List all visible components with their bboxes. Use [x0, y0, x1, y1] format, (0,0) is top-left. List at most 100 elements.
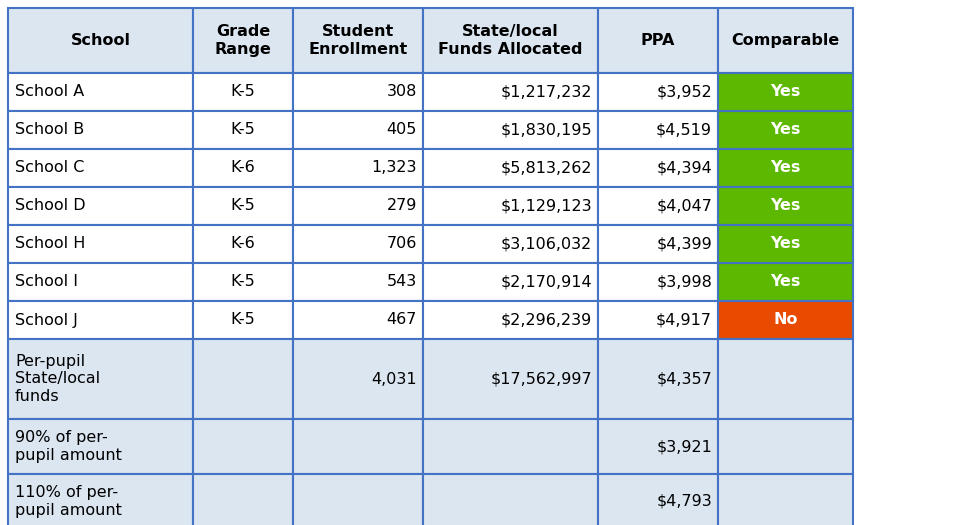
- Text: $1,129,123: $1,129,123: [501, 198, 592, 214]
- Bar: [423, 474, 598, 525]
- Text: Yes: Yes: [770, 122, 800, 138]
- Text: K-5: K-5: [230, 312, 256, 328]
- Bar: [8, 339, 193, 419]
- Text: No: No: [773, 312, 797, 328]
- Bar: [598, 339, 718, 419]
- Text: PPA: PPA: [641, 33, 675, 48]
- Text: K-5: K-5: [230, 198, 256, 214]
- Bar: [193, 263, 293, 301]
- Bar: [8, 149, 193, 187]
- Bar: [293, 73, 423, 111]
- Bar: [193, 474, 293, 525]
- Text: $2,170,914: $2,170,914: [501, 275, 592, 289]
- Bar: [423, 8, 598, 73]
- Bar: [8, 263, 193, 301]
- Bar: [193, 419, 293, 474]
- Text: Per-pupil
State/local
funds: Per-pupil State/local funds: [15, 354, 101, 404]
- Text: School B: School B: [15, 122, 84, 138]
- Bar: [293, 419, 423, 474]
- Bar: [193, 8, 293, 73]
- Bar: [193, 73, 293, 111]
- Bar: [423, 73, 598, 111]
- Text: State/local
Funds Allocated: State/local Funds Allocated: [438, 24, 583, 57]
- Text: $5,813,262: $5,813,262: [501, 161, 592, 175]
- Bar: [293, 187, 423, 225]
- Bar: [718, 339, 853, 419]
- Text: $4,047: $4,047: [656, 198, 712, 214]
- Text: Yes: Yes: [770, 198, 800, 214]
- Bar: [193, 301, 293, 339]
- Bar: [598, 187, 718, 225]
- Bar: [8, 8, 193, 73]
- Text: $3,921: $3,921: [656, 439, 712, 454]
- Bar: [598, 149, 718, 187]
- Text: $4,399: $4,399: [656, 236, 712, 251]
- Text: 543: 543: [386, 275, 417, 289]
- Bar: [8, 419, 193, 474]
- Text: School H: School H: [15, 236, 85, 251]
- Text: $2,296,239: $2,296,239: [501, 312, 592, 328]
- Text: K-5: K-5: [230, 122, 256, 138]
- Bar: [598, 474, 718, 525]
- Text: $4,917: $4,917: [656, 312, 712, 328]
- Bar: [293, 263, 423, 301]
- Bar: [193, 339, 293, 419]
- Bar: [8, 474, 193, 525]
- Text: K-6: K-6: [230, 236, 256, 251]
- Text: $3,952: $3,952: [656, 85, 712, 100]
- Bar: [8, 111, 193, 149]
- Text: 4,031: 4,031: [372, 372, 417, 386]
- Bar: [598, 419, 718, 474]
- Bar: [293, 8, 423, 73]
- Bar: [718, 111, 853, 149]
- Bar: [193, 225, 293, 263]
- Bar: [8, 301, 193, 339]
- Text: 308: 308: [386, 85, 417, 100]
- Bar: [423, 339, 598, 419]
- Text: K-5: K-5: [230, 85, 256, 100]
- Text: Yes: Yes: [770, 275, 800, 289]
- Bar: [293, 339, 423, 419]
- Bar: [423, 111, 598, 149]
- Bar: [193, 111, 293, 149]
- Bar: [718, 474, 853, 525]
- Bar: [423, 263, 598, 301]
- Bar: [598, 111, 718, 149]
- Bar: [598, 263, 718, 301]
- Bar: [293, 149, 423, 187]
- Bar: [718, 187, 853, 225]
- Text: School D: School D: [15, 198, 86, 214]
- Bar: [423, 301, 598, 339]
- Text: 279: 279: [386, 198, 417, 214]
- Text: $4,793: $4,793: [656, 494, 712, 509]
- Bar: [718, 149, 853, 187]
- Bar: [193, 149, 293, 187]
- Bar: [293, 301, 423, 339]
- Text: School I: School I: [15, 275, 78, 289]
- Bar: [718, 225, 853, 263]
- Text: 467: 467: [386, 312, 417, 328]
- Text: School: School: [70, 33, 131, 48]
- Text: Student
Enrollment: Student Enrollment: [308, 24, 408, 57]
- Bar: [718, 419, 853, 474]
- Text: $17,562,997: $17,562,997: [490, 372, 592, 386]
- Bar: [718, 301, 853, 339]
- Bar: [718, 8, 853, 73]
- Bar: [293, 474, 423, 525]
- Text: Yes: Yes: [770, 236, 800, 251]
- Text: Yes: Yes: [770, 85, 800, 100]
- Bar: [598, 225, 718, 263]
- Bar: [8, 73, 193, 111]
- Text: $1,830,195: $1,830,195: [501, 122, 592, 138]
- Text: K-5: K-5: [230, 275, 256, 289]
- Text: K-6: K-6: [230, 161, 256, 175]
- Text: School J: School J: [15, 312, 78, 328]
- Bar: [718, 263, 853, 301]
- Bar: [598, 73, 718, 111]
- Text: $4,394: $4,394: [656, 161, 712, 175]
- Text: 405: 405: [386, 122, 417, 138]
- Bar: [598, 8, 718, 73]
- Bar: [718, 73, 853, 111]
- Bar: [423, 419, 598, 474]
- Text: $3,998: $3,998: [656, 275, 712, 289]
